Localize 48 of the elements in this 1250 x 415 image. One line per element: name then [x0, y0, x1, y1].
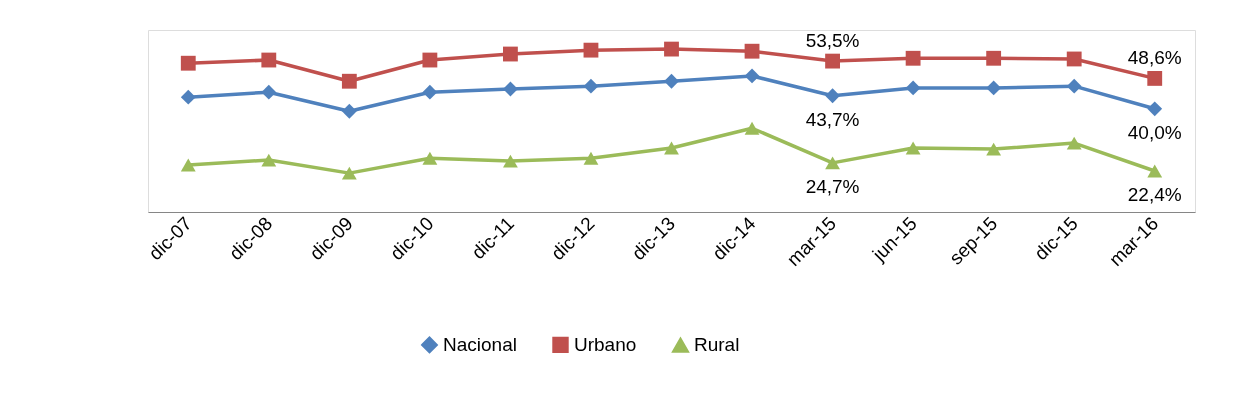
point: [1066, 78, 1082, 94]
point: [261, 84, 277, 100]
point: [1147, 101, 1163, 117]
point: [261, 153, 277, 167]
point: [986, 80, 1002, 96]
point: [1147, 71, 1163, 86]
point: [825, 156, 840, 170]
legend-label: Urbano: [574, 333, 637, 355]
point: [905, 80, 921, 96]
point: [180, 55, 196, 71]
point: [905, 50, 921, 66]
point: [664, 41, 679, 57]
point: [341, 166, 357, 180]
data-label: 53,5%: [805, 30, 860, 52]
point: [1066, 51, 1082, 67]
point: [503, 46, 518, 62]
point: [341, 103, 357, 119]
data-label: 43,7%: [805, 108, 860, 130]
point: [583, 78, 599, 94]
point: [825, 53, 840, 69]
point: [180, 158, 196, 172]
point: [825, 88, 840, 104]
point: [664, 141, 679, 155]
point: [583, 151, 599, 165]
legend-label: Rural: [694, 334, 740, 356]
legend-label: Nacional: [443, 333, 517, 355]
point: [744, 121, 760, 135]
point: [341, 73, 357, 89]
data-label: 22,4%: [1127, 184, 1182, 206]
data-label: 24,7%: [805, 175, 860, 197]
point: [422, 52, 438, 68]
point: [503, 154, 518, 168]
point: [180, 89, 196, 105]
point: [905, 141, 921, 155]
point: [986, 142, 1002, 156]
point: [986, 50, 1002, 66]
point: [1066, 136, 1082, 150]
point: [261, 52, 277, 68]
point: [664, 73, 679, 89]
point: [422, 151, 438, 165]
data-label: 48,6%: [1127, 47, 1182, 69]
point: [744, 68, 760, 84]
point: [503, 81, 518, 97]
point: [583, 42, 599, 58]
point: [422, 84, 438, 100]
point: [744, 43, 760, 59]
data-label: 40,0%: [1127, 121, 1182, 143]
point: [1147, 164, 1163, 178]
